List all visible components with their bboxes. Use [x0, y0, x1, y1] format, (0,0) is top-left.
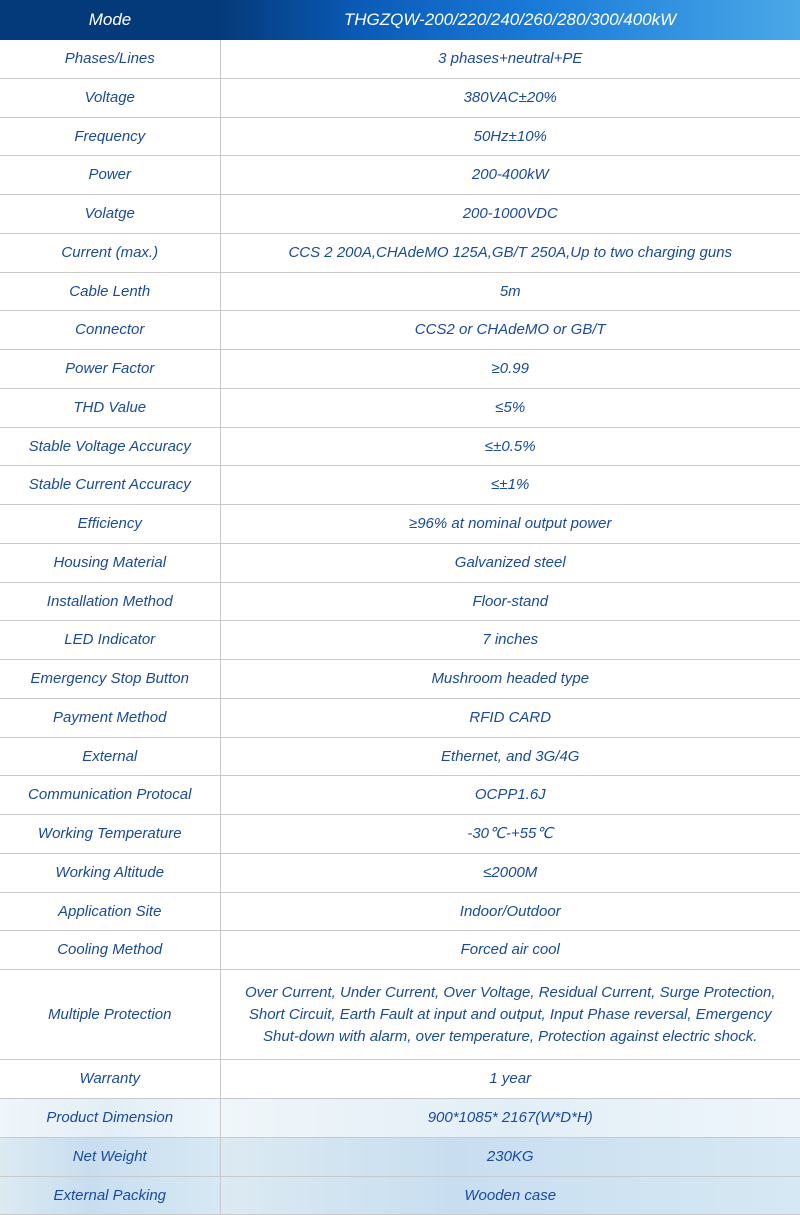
table-row: Phases/Lines3 phases+neutral+PE	[0, 40, 800, 78]
spec-value: 7 inches	[220, 621, 800, 660]
spec-label: Efficiency	[0, 505, 220, 544]
table-row: Multiple ProtectionOver Current, Under C…	[0, 970, 800, 1060]
spec-label: Emergency Stop Button	[0, 660, 220, 699]
table-row: Communication ProtocalOCPP1.6J	[0, 776, 800, 815]
spec-label: Product Dimension	[0, 1099, 220, 1138]
table-row: Current (max.)CCS 2 200A,CHAdeMO 125A,GB…	[0, 233, 800, 272]
table-row: THD Value≤5%	[0, 388, 800, 427]
table-row: Housing MaterialGalvanized steel	[0, 543, 800, 582]
spec-label: Cooling Method	[0, 931, 220, 970]
table-row: Net Weight230KG	[0, 1137, 800, 1176]
spec-label: Phases/Lines	[0, 40, 220, 78]
spec-label: Stable Voltage Accuracy	[0, 427, 220, 466]
table-row: LED Indicator7 inches	[0, 621, 800, 660]
spec-value: 900*1085* 2167(W*D*H)	[220, 1099, 800, 1138]
table-row: Frequency50Hz±10%	[0, 117, 800, 156]
spec-value: 200-1000VDC	[220, 195, 800, 234]
table-row: Power200-400kW	[0, 156, 800, 195]
spec-table: Mode THGZQW-200/220/240/260/280/300/400k…	[0, 0, 800, 1215]
spec-value: 200-400kW	[220, 156, 800, 195]
spec-label: Stable Current Accuracy	[0, 466, 220, 505]
spec-value: 50Hz±10%	[220, 117, 800, 156]
spec-value: ≤±0.5%	[220, 427, 800, 466]
spec-value: ≤5%	[220, 388, 800, 427]
table-row: Working Altitude≤2000M	[0, 853, 800, 892]
table-row: ExternalEthernet, and 3G/4G	[0, 737, 800, 776]
spec-value: Forced air cool	[220, 931, 800, 970]
spec-label: Working Altitude	[0, 853, 220, 892]
table-header-row: Mode THGZQW-200/220/240/260/280/300/400k…	[0, 0, 800, 40]
table-row: Stable Current Accuracy≤±1%	[0, 466, 800, 505]
spec-label: Installation Method	[0, 582, 220, 621]
spec-label: Working Temperature	[0, 815, 220, 854]
spec-value: 5m	[220, 272, 800, 311]
spec-label: Housing Material	[0, 543, 220, 582]
spec-label: Warranty	[0, 1060, 220, 1099]
spec-label: Frequency	[0, 117, 220, 156]
spec-label: Power Factor	[0, 350, 220, 389]
spec-value: 3 phases+neutral+PE	[220, 40, 800, 78]
table-row: Efficiency≥96% at nominal output power	[0, 505, 800, 544]
spec-label: Communication Protocal	[0, 776, 220, 815]
spec-label: External Packing	[0, 1176, 220, 1215]
spec-value: 230KG	[220, 1137, 800, 1176]
table-row: Power Factor≥0.99	[0, 350, 800, 389]
spec-value: 1 year	[220, 1060, 800, 1099]
spec-value: RFID CARD	[220, 698, 800, 737]
spec-value: ≤±1%	[220, 466, 800, 505]
spec-label: LED Indicator	[0, 621, 220, 660]
header-model: THGZQW-200/220/240/260/280/300/400kW	[220, 0, 800, 40]
spec-value: CCS 2 200A,CHAdeMO 125A,GB/T 250A,Up to …	[220, 233, 800, 272]
spec-value: ≥96% at nominal output power	[220, 505, 800, 544]
spec-label: Multiple Protection	[0, 970, 220, 1060]
spec-value: Wooden case	[220, 1176, 800, 1215]
spec-label: Net Weight	[0, 1137, 220, 1176]
spec-value: OCPP1.6J	[220, 776, 800, 815]
table-row: Working Temperature-30℃-+55℃	[0, 815, 800, 854]
spec-label: Power	[0, 156, 220, 195]
spec-label: Payment Method	[0, 698, 220, 737]
header-mode: Mode	[0, 0, 220, 40]
table-row: Voltage380VAC±20%	[0, 78, 800, 117]
spec-label: Connector	[0, 311, 220, 350]
spec-label: Cable Lenth	[0, 272, 220, 311]
spec-value: 380VAC±20%	[220, 78, 800, 117]
spec-value: Ethernet, and 3G/4G	[220, 737, 800, 776]
table-row: Stable Voltage Accuracy≤±0.5%	[0, 427, 800, 466]
spec-label: External	[0, 737, 220, 776]
table-row: Product Dimension900*1085* 2167(W*D*H)	[0, 1099, 800, 1138]
spec-label: Application Site	[0, 892, 220, 931]
table-row: Cable Lenth5m	[0, 272, 800, 311]
table-row: Payment MethodRFID CARD	[0, 698, 800, 737]
spec-value: ≥0.99	[220, 350, 800, 389]
spec-value: Floor-stand	[220, 582, 800, 621]
table-row: Warranty1 year	[0, 1060, 800, 1099]
table-row: Installation MethodFloor-stand	[0, 582, 800, 621]
table-row: Emergency Stop ButtonMushroom headed typ…	[0, 660, 800, 699]
spec-value: ≤2000M	[220, 853, 800, 892]
spec-value: Mushroom headed type	[220, 660, 800, 699]
table-row: Cooling MethodForced air cool	[0, 931, 800, 970]
spec-value: -30℃-+55℃	[220, 815, 800, 854]
spec-label: Current (max.)	[0, 233, 220, 272]
table-row: Application SiteIndoor/Outdoor	[0, 892, 800, 931]
table-row: External PackingWooden case	[0, 1176, 800, 1215]
spec-label: THD Value	[0, 388, 220, 427]
spec-label: Voltage	[0, 78, 220, 117]
table-row: ConnectorCCS2 or CHAdeMO or GB/T	[0, 311, 800, 350]
spec-value: Over Current, Under Current, Over Voltag…	[220, 970, 800, 1060]
spec-value: Indoor/Outdoor	[220, 892, 800, 931]
table-row: Volatge200-1000VDC	[0, 195, 800, 234]
spec-value: CCS2 or CHAdeMO or GB/T	[220, 311, 800, 350]
spec-label: Volatge	[0, 195, 220, 234]
spec-value: Galvanized steel	[220, 543, 800, 582]
